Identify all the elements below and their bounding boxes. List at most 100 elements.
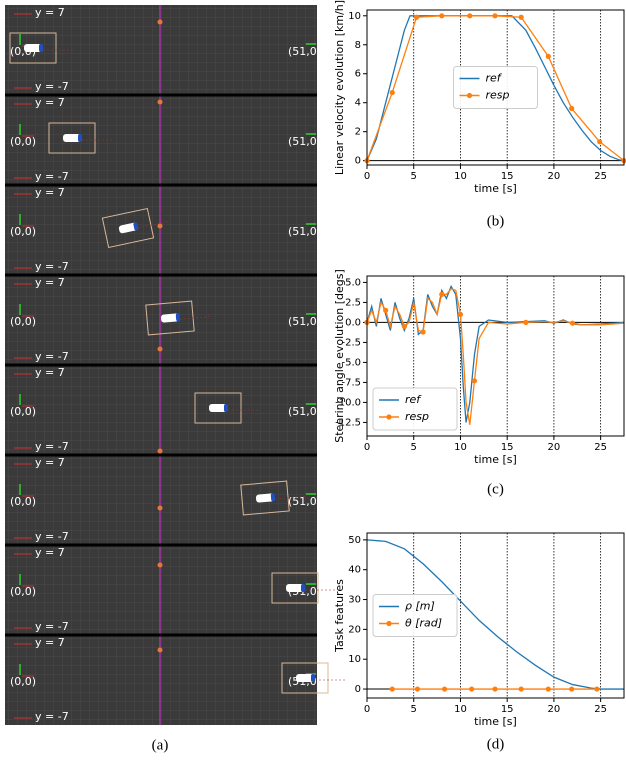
bottom-bound-label: y = -7 [35,170,69,183]
y-tick-label: 20 [348,624,361,635]
waypoint [158,100,163,105]
series-marker [569,106,574,111]
series-marker [420,329,425,334]
y-tick-label: 50 [348,535,361,546]
legend-marker [386,621,391,626]
legend-marker [467,93,472,98]
y-tick-label: 4 [355,98,361,109]
y-tick-label: 0 [355,684,361,695]
series-marker [492,686,497,691]
y-axis-label: Steering angle evolution [degs] [333,269,346,443]
caption: (b) [487,213,505,229]
series-marker [472,378,477,383]
goal-label: (51,0) [288,315,321,328]
series-marker [383,308,388,313]
bottom-bound-label: y = -7 [35,350,69,363]
series-marker [469,686,474,691]
caption: (d) [487,736,505,752]
x-tick-label: 5 [411,442,417,453]
series-marker [523,320,528,325]
y-tick-label: 0.0 [345,317,361,328]
series-marker [519,15,524,20]
y-tick-label: 10 [348,654,361,665]
chart: 5.02.50.0-2.5-5.0-7.5-10.0-12.5051015202… [333,269,624,497]
simulation-panel: y = 7 y = -7 (0,0) (51,0) y = 7 y = -7 (0,0) (5… [5,5,345,725]
x-tick-label: 25 [594,442,607,453]
series-marker [594,686,599,691]
y-tick-label: 0 [355,156,361,167]
x-tick-label: 15 [501,442,514,453]
goal-label: (51,0) [288,495,321,508]
series-marker [546,686,551,691]
y-tick-label: 8 [355,40,361,51]
series-marker [402,324,407,329]
series-marker [569,686,574,691]
top-bound-label: y = 7 [35,186,65,199]
vehicle-front [224,404,228,412]
figure: y = 7 y = -7 (0,0) (51,0) y = 7 y = -7 (0,0) (5… [0,0,626,764]
chart: 02468100510152025time [s]Linear velocity… [333,0,626,229]
legend-label: resp [486,89,510,102]
series-marker [519,686,524,691]
x-tick-label: 0 [364,171,370,182]
top-bound-label: y = 7 [35,546,65,559]
x-axis-label: time [s] [474,715,517,728]
vehicle-front [78,134,82,142]
x-tick-label: 10 [454,704,467,715]
x-axis-label: time [s] [474,453,517,466]
caption: (a) [152,737,169,753]
top-bound-label: y = 7 [35,366,65,379]
waypoint [158,449,163,454]
waypoint [158,224,163,229]
legend-label: ref [405,393,422,406]
top-bound-label: y = 7 [35,636,65,649]
goal-label: (51,0) [288,45,321,58]
x-tick-label: 15 [501,704,514,715]
legend: ref resp [454,67,538,109]
series-marker [458,312,463,317]
vehicle-front [39,44,43,52]
series-marker [442,686,447,691]
origin-label: (0,0) [10,675,36,688]
origin-label: (0,0) [10,225,36,238]
x-tick-label: 5 [411,171,417,182]
bottom-bound-label: y = -7 [35,530,69,543]
origin-label: (0,0) [10,495,36,508]
y-tick-label: 2.5 [345,297,361,308]
y-tick-label: 40 [348,565,361,576]
series-marker [492,13,497,18]
x-tick-label: 0 [364,442,370,453]
y-tick-label: 10 [348,11,361,22]
x-tick-label: 20 [548,442,561,453]
series-marker [597,139,602,144]
top-bound-label: y = 7 [35,6,65,19]
bottom-bound-label: y = -7 [35,260,69,273]
top-bound-label: y = 7 [35,276,65,289]
series-marker [439,13,444,18]
legend-label: ref [486,72,503,85]
series-marker [467,13,472,18]
series-marker [415,686,420,691]
x-tick-label: 25 [594,704,607,715]
top-bound-label: y = 7 [35,96,65,109]
legend-marker [386,414,391,419]
legend-label: ρ [m] [405,600,435,613]
bottom-bound-label: y = -7 [35,440,69,453]
goal-label: (51,0) [288,135,321,148]
legend-label: θ [rad] [405,617,442,630]
y-tick-label: 6 [355,69,361,80]
vehicle-front [301,584,305,592]
series-marker [439,292,444,297]
series-marker [414,15,419,20]
origin-label: (0,0) [10,405,36,418]
waypoint [158,563,163,568]
y-axis-label: Linear velocity evolution [km/h] [333,0,346,175]
x-tick-label: 20 [548,704,561,715]
origin-label: (0,0) [10,585,36,598]
x-tick-label: 0 [364,704,370,715]
x-axis-label: time [s] [474,182,517,195]
bottom-bound-label: y = -7 [35,710,69,723]
series-marker [390,686,395,691]
goal-label: (51,0) [288,405,321,418]
